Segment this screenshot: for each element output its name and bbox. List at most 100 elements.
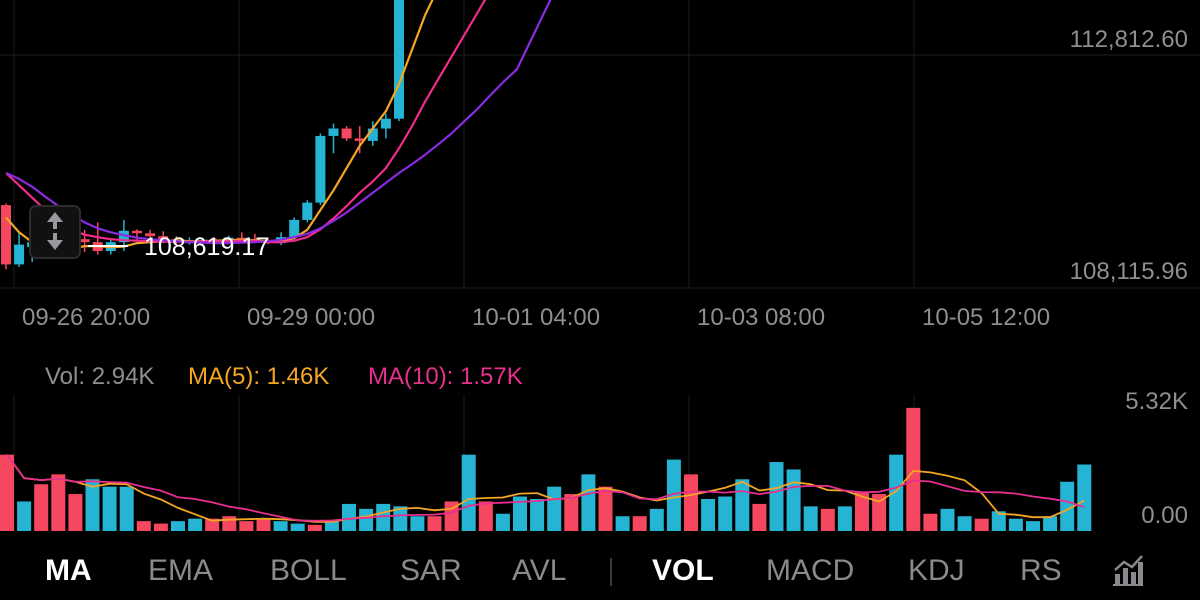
vol-ma5-line: [6, 454, 1085, 523]
price-marker-label: 108,619.17: [144, 233, 269, 261]
volume-bar-up: [991, 511, 1006, 531]
indicator-tab-bar: MA EMA BOLL SAR AVL VOL MACD KDJ RS: [0, 538, 1200, 600]
volume-bar-down: [136, 521, 151, 531]
vol-axis-max-label: 5.32K: [1125, 388, 1188, 415]
volume-bar-up: [495, 513, 510, 531]
volume-bar-up: [410, 516, 425, 531]
volume-bar-down: [307, 524, 322, 531]
tab-macd[interactable]: MACD: [766, 554, 855, 587]
volume-bar-down: [478, 501, 493, 531]
volume-bar-down: [820, 508, 835, 531]
vol-ma10-line: [6, 454, 1085, 522]
volume-bar-up: [188, 518, 203, 531]
volume-bar-up: [17, 501, 32, 531]
ma-short-line: [5, 0, 434, 254]
volume-bar-up: [342, 503, 356, 531]
candle-up: [380, 118, 391, 129]
volume-bar-down: [205, 518, 220, 531]
tab-avl[interactable]: AVL: [512, 554, 567, 587]
candle-up: [394, 0, 404, 119]
volume-bar-up: [324, 521, 339, 531]
volume-bar-up: [1008, 518, 1023, 531]
tab-ema[interactable]: EMA: [148, 554, 214, 587]
volume-bar-up: [649, 508, 664, 531]
candle-down: [158, 236, 169, 240]
tab-ma[interactable]: MA: [45, 554, 92, 587]
tab-rsi[interactable]: RS: [1020, 554, 1062, 587]
tab-kdj[interactable]: KDJ: [908, 554, 965, 587]
volume-bar-down: [855, 491, 869, 531]
x-tick-label: 10-05 12:00: [922, 304, 1050, 331]
volume-bar-up: [889, 454, 904, 531]
volume-bar-down: [222, 516, 237, 531]
volume-bar-down: [684, 474, 698, 531]
price-marker: 108,619.17: [88, 233, 269, 261]
ma-mid-line: [5, 0, 487, 244]
tab-sar[interactable]: SAR: [400, 554, 462, 587]
price-axis-low-label: 108,115.96: [1070, 258, 1188, 285]
candle-up: [14, 244, 25, 265]
candle-down: [145, 233, 156, 237]
candle-up: [328, 128, 339, 136]
volume-bar-up: [718, 496, 733, 531]
tab-divider: [610, 558, 612, 586]
chart-canvas[interactable]: 112,812.60 108,115.96 108,619.17 09-26 2…: [0, 0, 1200, 540]
volume-bar-up: [290, 523, 305, 531]
volume-bar-up: [393, 506, 408, 531]
volume-bar-down: [51, 474, 66, 531]
candle-down: [354, 138, 365, 141]
volume-bar-down: [872, 494, 887, 531]
volume-bar-up: [786, 469, 801, 531]
volume-bar-down: [427, 516, 442, 531]
volume-bar-up: [1043, 516, 1058, 531]
volume-bar-down: [256, 518, 271, 531]
candle-up: [302, 202, 313, 220]
volume-bar-up: [803, 506, 818, 531]
x-tick-label: 10-01 04:00: [472, 304, 600, 331]
volume-bar-up: [171, 521, 185, 531]
volume-bar-up: [735, 479, 750, 531]
volume-bar-down: [974, 518, 989, 531]
volume-legend: Vol: 2.94K MA(5): 1.46K MA(10): 1.57K: [45, 363, 523, 390]
volume-bar-down: [68, 494, 83, 531]
volume-bar-down: [564, 494, 579, 531]
volume-bar-down: [632, 516, 647, 531]
volume-bar-down: [906, 407, 921, 531]
candle-up: [315, 135, 326, 203]
candle-up: [367, 128, 378, 141]
volume-bar-up: [581, 474, 596, 531]
candle-down: [132, 230, 142, 234]
volume-bar-down: [34, 484, 49, 531]
candle-up: [118, 230, 129, 243]
volume-bar-up: [615, 516, 630, 531]
volume-bar-up: [102, 486, 117, 531]
tab-boll[interactable]: BOLL: [270, 554, 347, 587]
x-tick-label: 09-29 00:00: [247, 304, 375, 331]
tab-vol[interactable]: VOL: [652, 554, 714, 587]
volume-bar-up: [957, 516, 972, 531]
volume-bar-down: [598, 486, 613, 531]
vol-ma10-label: MA(10): 1.57K: [368, 363, 523, 390]
candle-up: [289, 219, 300, 238]
candle-down: [1, 205, 11, 265]
vol-axis-zero-label: 0.00: [1141, 502, 1188, 529]
volume-bar-up: [1077, 464, 1092, 531]
volume-bar-up: [769, 462, 784, 531]
volume-bar-down: [752, 503, 767, 531]
volume-bar-down: [153, 523, 168, 531]
volume-bar-down: [923, 513, 938, 531]
candle-down: [79, 239, 90, 243]
volume-bar-up: [376, 503, 391, 531]
volume-bar-up: [547, 486, 562, 531]
volume-bar-up: [940, 508, 955, 531]
volume-bar-up: [530, 498, 545, 531]
volume-bar-up: [1060, 481, 1075, 531]
bar-chart-icon[interactable]: [1110, 552, 1146, 588]
volume-bar-up: [119, 486, 134, 531]
x-tick-label: 09-26 20:00: [22, 304, 150, 331]
collapse-button[interactable]: [29, 205, 81, 259]
vol-value-label: Vol: 2.94K: [45, 363, 154, 390]
ma-long-line: [5, 0, 552, 245]
vol-ma5-label: MA(5): 1.46K: [188, 363, 329, 390]
